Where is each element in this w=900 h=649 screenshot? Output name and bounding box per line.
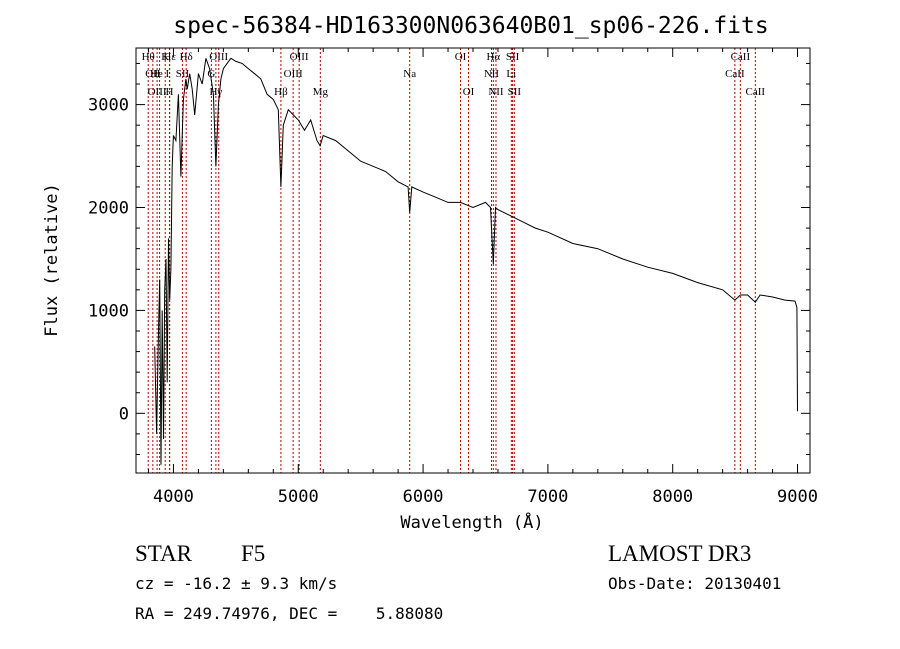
- y-tick-label: 1000: [88, 301, 129, 321]
- line-label: OIII: [284, 68, 303, 80]
- y-axis: 0 1000 2000 3000: [88, 62, 810, 455]
- line-label: CaII: [725, 68, 745, 80]
- line-label: CaII: [731, 51, 751, 63]
- line-label: Hβ: [274, 86, 288, 98]
- x-tick-label: 6000: [403, 487, 444, 507]
- x-axis: 4000 5000 6000 7000 8000 9000: [147, 48, 818, 507]
- obs-date: Obs-Date: 20130401: [608, 574, 782, 593]
- line-label: CaII: [746, 86, 766, 98]
- object-class: STAR: [135, 541, 192, 566]
- spectrum-line: [154, 57, 798, 465]
- x-tick-label: 9000: [777, 487, 818, 507]
- x-tick-label: 5000: [278, 487, 319, 507]
- line-label: Hε: [163, 51, 176, 63]
- redshift-text: cz = -16.2 ± 9.3 km/s: [135, 574, 338, 593]
- x-tick-label: 4000: [153, 487, 194, 507]
- line-label: G: [207, 68, 215, 80]
- plot-frame: [135, 47, 811, 474]
- y-tick-label: 0: [119, 404, 129, 424]
- line-label: SII: [508, 86, 522, 98]
- line-label: SII: [176, 68, 190, 80]
- line-label: NII: [484, 68, 500, 80]
- line-label: OI: [455, 51, 467, 63]
- x-tick-label: 7000: [527, 487, 568, 507]
- line-label: OIII: [209, 51, 228, 63]
- line-label: Na: [403, 68, 416, 80]
- line-label: H: [165, 86, 173, 98]
- y-axis-label: Flux (relative): [42, 183, 62, 337]
- line-label: K: [161, 51, 169, 63]
- line-label: OII: [145, 68, 161, 80]
- line-label: Hα: [486, 51, 500, 63]
- y-tick-label: 2000: [88, 199, 129, 219]
- x-axis-label: Wavelength (Å): [400, 511, 543, 533]
- x-tick-label: 8000: [652, 487, 693, 507]
- line-label: OI: [463, 86, 475, 98]
- line-label: NII: [488, 86, 504, 98]
- line-markers: [147, 48, 756, 473]
- survey-name: LAMOST DR3: [608, 541, 752, 566]
- line-label: Hθ: [142, 51, 155, 63]
- line-label: He I: [150, 68, 170, 80]
- line-label: Hδ: [180, 51, 193, 63]
- chart-title: spec-56384-HD163300N063640B01_sp06-226.f…: [173, 13, 768, 39]
- ra-dec-text: RA = 249.74976, DEC = 5.88080: [135, 604, 444, 623]
- line-label: SII: [506, 51, 520, 63]
- line-label: Li: [506, 68, 516, 80]
- line-label: Mg: [313, 86, 329, 98]
- line-label: OIII: [148, 86, 167, 98]
- line-label: OIII: [290, 51, 309, 63]
- object-subclass: F5: [241, 541, 266, 566]
- y-tick-label: 3000: [88, 96, 129, 116]
